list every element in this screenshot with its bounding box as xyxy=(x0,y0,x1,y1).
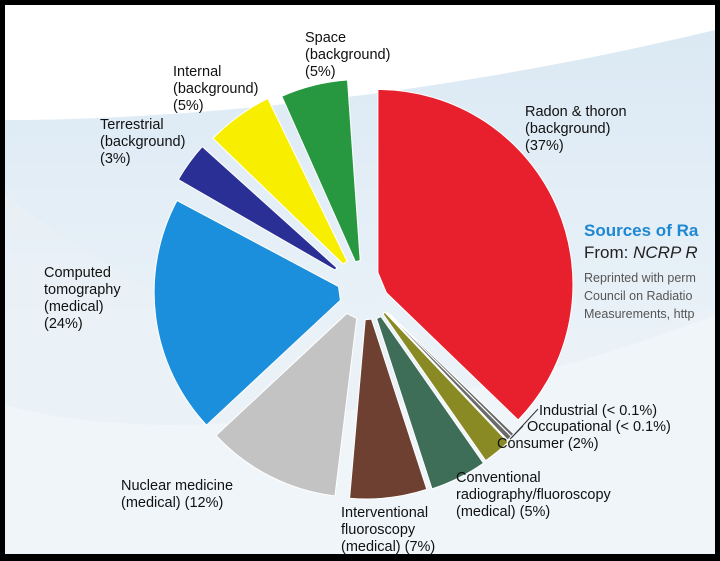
pie-slice-computed-tomography-medical xyxy=(153,199,341,426)
pie-slice-space-background xyxy=(281,79,361,263)
pie-slice-occupational xyxy=(386,311,513,441)
source-from: From: NCRP R xyxy=(584,243,698,263)
pie-chart: Radon & thoron (background) (37%) Industria… xyxy=(5,30,715,554)
slice-label: Interventional fluoroscopy (medical) (7%) xyxy=(341,505,435,554)
leader-line xyxy=(509,425,524,440)
slice-label: Terrestrial (background) (3%) xyxy=(100,117,185,167)
figure-panel: Radon & thoron (background) (37%) Industria… xyxy=(5,5,715,554)
pie-slice-internal-background xyxy=(212,97,348,265)
slice-label: Nuclear medicine (medical) (12%) xyxy=(121,478,233,511)
slice-label: Industrial (< 0.1%) xyxy=(539,403,657,419)
source-note-line: Council on Radiatio xyxy=(584,289,693,303)
pie-slice-nuclear-medicine-medical xyxy=(215,312,358,497)
slice-label: Consumer (2%) xyxy=(497,436,599,452)
pie-slice-conventional-radiography-fluoroscopy-medical xyxy=(375,315,485,490)
slice-label: Internal (background) (5%) xyxy=(173,64,258,114)
source-title: Sources of Ra xyxy=(584,221,699,240)
source-from-prefix: From: xyxy=(584,243,634,262)
source-note-line: Measurements, http xyxy=(584,307,695,321)
slice-label: Computed tomography (medical) (24%) xyxy=(44,265,121,332)
source-from-ref: NCRP R xyxy=(633,243,698,262)
slice-label: Occupational (< 0.1%) xyxy=(527,419,671,435)
pie-slice-interventional-fluoroscopy-medical xyxy=(349,318,428,500)
pie-slice-consumer xyxy=(382,311,509,462)
slice-label: Radon & thoron (background) (37%) xyxy=(525,104,627,154)
pie-slice-radon-thoron-background xyxy=(377,88,574,421)
pie-slice-terrestrial-background xyxy=(177,145,338,271)
source-note-line: Reprinted with perm xyxy=(584,271,696,285)
slice-label: Space (background) (5%) xyxy=(305,30,390,80)
slice-label: Conventional radiography/fluoroscopy (medi… xyxy=(456,470,612,520)
